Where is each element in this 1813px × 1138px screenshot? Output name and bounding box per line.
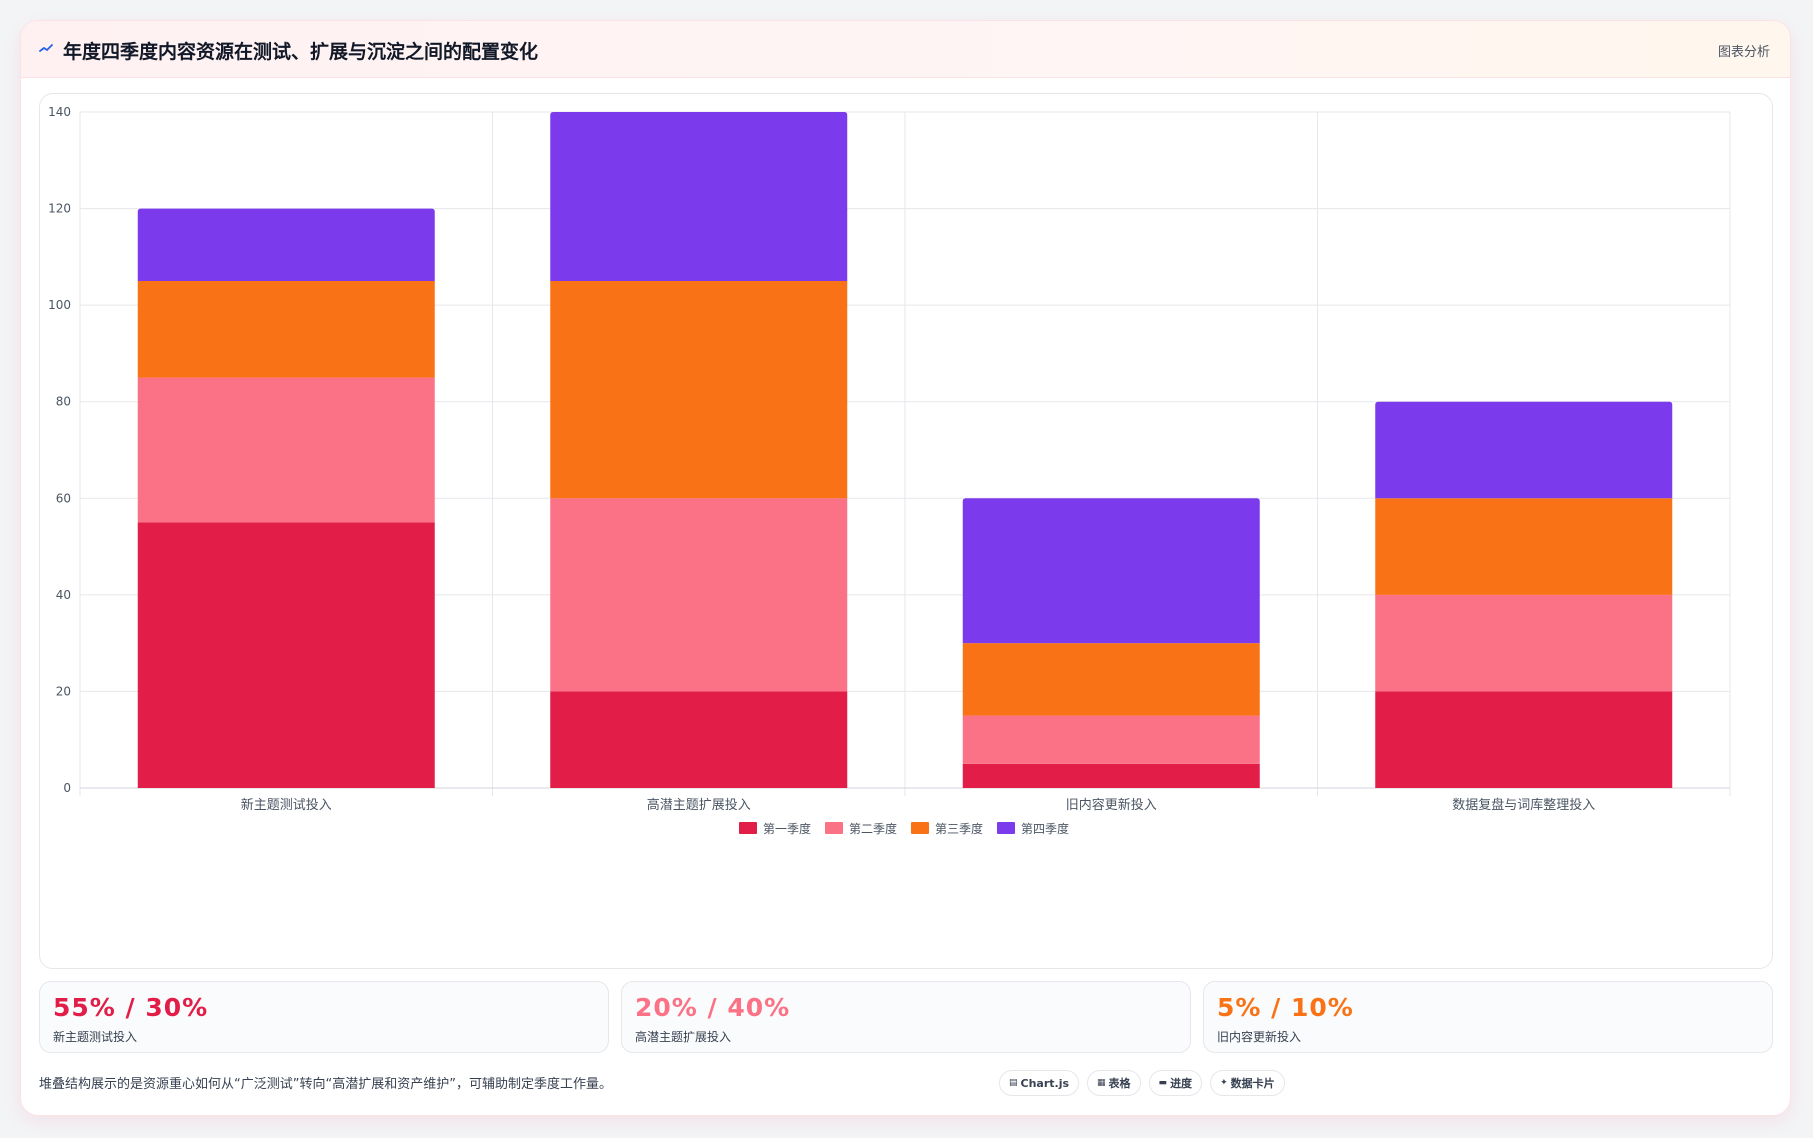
sparkle-icon: ✦ [1220, 1078, 1228, 1088]
bar-segment [1375, 401, 1673, 499]
card-header: 年度四季度内容资源在测试、扩展与沉淀之间的配置变化 图表分析 [21, 21, 1790, 78]
chart-panel: 0 20 40 60 80 100 120 140 新主题测试投入 高潜主题扩展投入 旧内容更新投入… [39, 93, 1773, 969]
progress-icon: ▬ [1158, 1078, 1168, 1088]
bar-segment [962, 763, 1260, 788]
legend-label: 第一季度 [763, 821, 811, 836]
legend-swatch [825, 822, 843, 834]
y-tick-label: 80 [56, 395, 71, 409]
chip-progress[interactable]: ▬ 进度 [1148, 1070, 1203, 1096]
bar-segment [550, 691, 848, 788]
y-tick-label: 100 [48, 298, 71, 312]
page-title: 年度四季度内容资源在测试、扩展与沉淀之间的配置变化 [63, 41, 539, 63]
chip-label: 数据卡片 [1230, 1077, 1275, 1090]
chart-analysis-link[interactable]: 图表分析 [1717, 45, 1770, 60]
y-tick-label: 40 [56, 588, 71, 602]
stat-card-new-topic: 55% / 30% 新主题测试投入 [39, 981, 609, 1053]
bar-segment [137, 281, 435, 378]
y-tick-label: 20 [56, 684, 71, 698]
chip-label: 进度 [1170, 1077, 1193, 1090]
tool-chips: ▤ Chart.js ▦ 表格 ▬ 进度 ✦ 数据卡片 [999, 1070, 1285, 1096]
bar-segment [550, 498, 848, 692]
footer-note: 堆叠结构展示的是资源重心如何从“广泛测试”转向“高潜扩展和资产维护”，可辅助制定… [39, 1077, 612, 1092]
stat-value: 20% / 40% [635, 993, 791, 1022]
bar-segment [1375, 498, 1673, 595]
legend-swatch [911, 822, 929, 834]
bar-segment [962, 498, 1260, 644]
bar-segment [137, 377, 435, 523]
bar-segment [962, 643, 1260, 716]
stat-label: 新主题测试投入 [53, 1030, 138, 1044]
bar-segment [1375, 594, 1673, 692]
x-category-label: 数据复盘与词库整理投入 [1452, 797, 1595, 813]
chip-table[interactable]: ▦ 表格 [1087, 1070, 1141, 1096]
trend-icon [39, 44, 53, 52]
bar-segment [137, 522, 435, 788]
chart-card: 年度四季度内容资源在测试、扩展与沉淀之间的配置变化 图表分析 0 20 40 60 80… [20, 20, 1791, 1116]
legend-label: 第四季度 [1021, 821, 1069, 836]
y-tick-label: 140 [48, 105, 71, 119]
chip-data-card[interactable]: ✦ 数据卡片 [1210, 1070, 1285, 1096]
y-tick-label: 60 [56, 491, 71, 505]
chart-icon: ▤ [1009, 1078, 1018, 1088]
chip-chartjs[interactable]: ▤ Chart.js [999, 1070, 1080, 1096]
bar-segment [1375, 691, 1673, 788]
table-icon: ▦ [1097, 1078, 1106, 1088]
bar-segment [962, 715, 1260, 764]
y-tick-label: 120 [48, 202, 71, 216]
x-category-label: 新主题测试投入 [241, 797, 332, 813]
stat-value: 55% / 30% [53, 993, 209, 1022]
legend-swatch [739, 822, 757, 834]
bar-segment [550, 281, 848, 499]
stat-card-high-potential: 20% / 40% 高潜主题扩展投入 [621, 981, 1191, 1053]
stat-value: 5% / 10% [1217, 993, 1354, 1022]
legend-label: 第三季度 [935, 821, 983, 836]
legend-swatch [997, 822, 1015, 834]
x-category-label: 高潜主题扩展投入 [647, 797, 751, 813]
y-tick-label: 0 [63, 781, 71, 795]
bar-segment [550, 112, 848, 281]
bar-segment [137, 208, 435, 281]
legend-label: 第二季度 [849, 821, 897, 836]
stat-label: 高潜主题扩展投入 [635, 1030, 732, 1044]
stat-label: 旧内容更新投入 [1217, 1030, 1302, 1044]
chip-label: 表格 [1108, 1077, 1131, 1090]
chip-label: Chart.js [1020, 1076, 1070, 1090]
stat-card-old-content: 5% / 10% 旧内容更新投入 [1203, 981, 1773, 1053]
x-category-label: 旧内容更新投入 [1066, 797, 1157, 813]
stacked-bar-chart: 0 20 40 60 80 100 120 140 新主题测试投入 高潜主题扩展投入 旧内容更新投入… [48, 105, 1731, 836]
